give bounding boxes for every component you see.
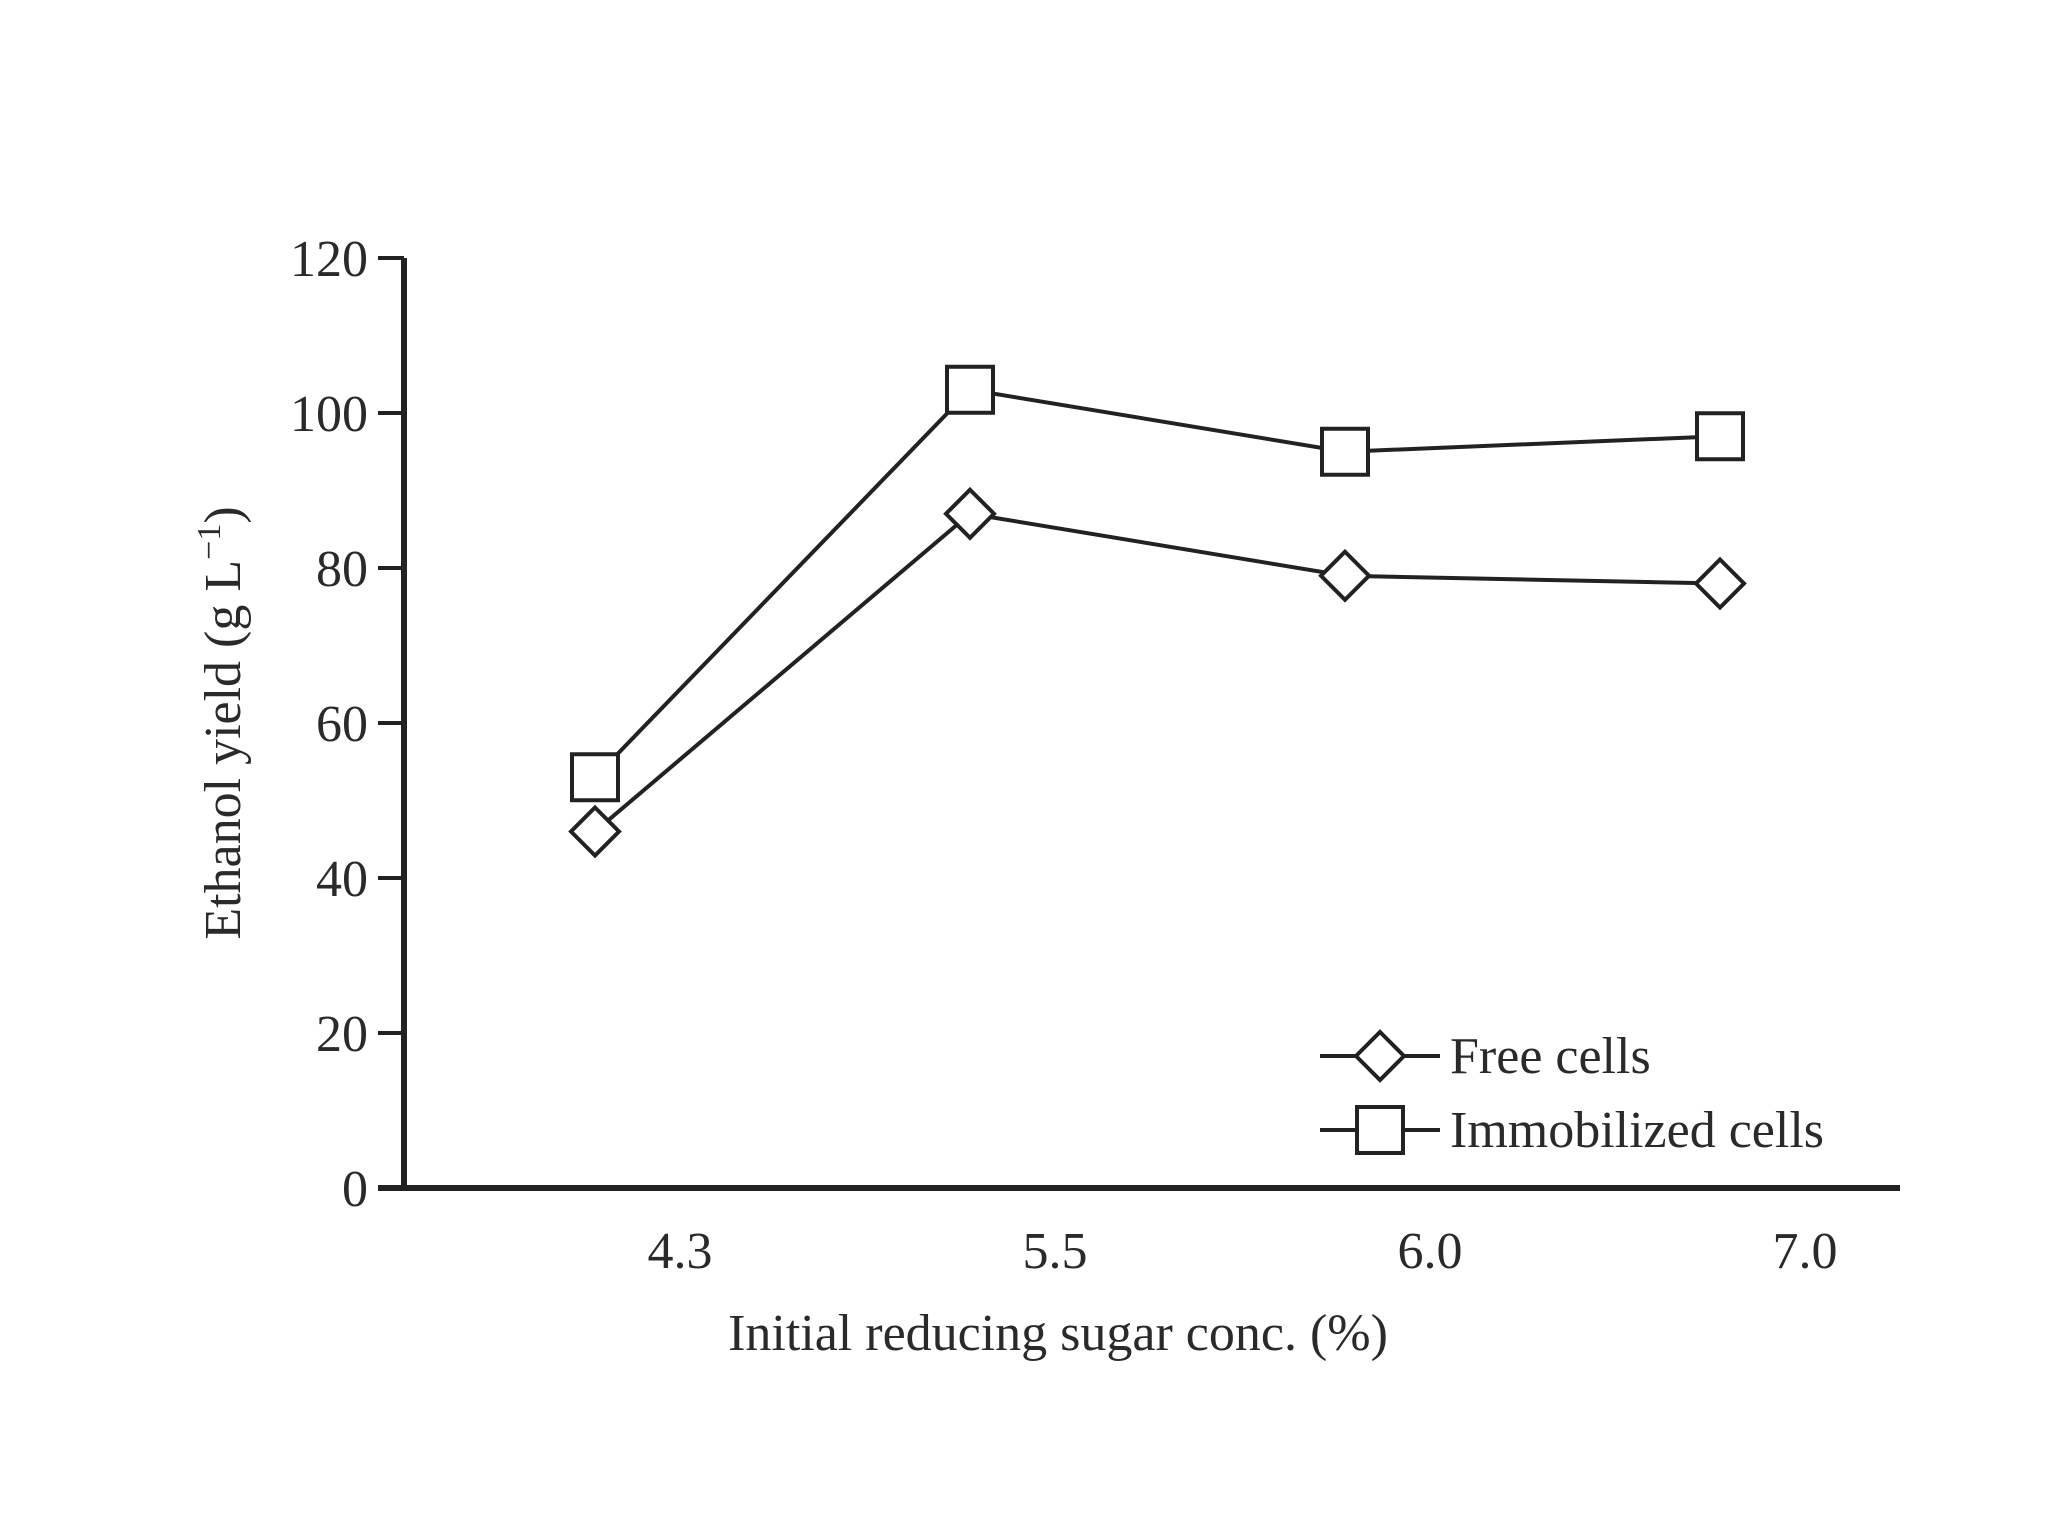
data-point-free-cells xyxy=(1318,548,1372,603)
x-tick-label: 5.5 xyxy=(1023,1223,1088,1280)
legend-item-free-cells: Free cells xyxy=(1320,1028,1651,1085)
series-layer xyxy=(568,364,1747,859)
y-axis-title-superscript: −1 xyxy=(191,524,228,560)
x-tick-label: 6.0 xyxy=(1398,1223,1463,1280)
legend-marker-diamond-icon xyxy=(1353,1029,1407,1083)
data-point-free-cells xyxy=(1693,556,1747,611)
legend: Free cells Immobilized cells xyxy=(1320,1028,1824,1159)
data-point-immobilized-cells xyxy=(1695,411,1745,462)
legend-marker-square-icon xyxy=(1355,1105,1405,1155)
y-tick-label: 20 xyxy=(316,1006,368,1063)
y-tick-label: 60 xyxy=(316,696,368,753)
data-point-immobilized-cells xyxy=(945,364,995,415)
y-axis-title-main: Ethanol yield (g L xyxy=(195,560,252,940)
data-point-immobilized-cells xyxy=(570,752,620,803)
x-tick-label: 4.3 xyxy=(648,1223,713,1280)
y-tick-label: 120 xyxy=(290,231,368,288)
legend-item-immobilized-cells: Immobilized cells xyxy=(1320,1102,1824,1159)
x-axis-title: Initial reducing sugar conc. (%) xyxy=(728,1305,1388,1362)
data-point-immobilized-cells xyxy=(1320,426,1370,477)
legend-label-free-cells: Free cells xyxy=(1450,1028,1651,1085)
y-axis-title-close: ) xyxy=(195,506,252,523)
svg-text:Ethanol yield (g L−1): Ethanol yield (g L−1) xyxy=(191,506,252,939)
y-tick-label: 100 xyxy=(290,386,368,443)
x-tick-label: 7.0 xyxy=(1773,1223,1838,1280)
series-line-free-cells xyxy=(593,511,1721,834)
y-ticks: 0 20 40 60 80 100 120 xyxy=(290,231,404,1218)
legend-label-immobilized-cells: Immobilized cells xyxy=(1450,1102,1824,1159)
y-tick-label: 80 xyxy=(316,541,368,598)
y-tick-label: 0 xyxy=(342,1161,368,1218)
x-ticks: 4.3 5.5 6.0 7.0 xyxy=(648,1223,1838,1280)
series-line-immobilized-cells xyxy=(593,387,1721,779)
data-point-free-cells xyxy=(568,804,622,859)
y-tick-label: 40 xyxy=(316,851,368,908)
data-point-free-cells xyxy=(943,486,997,541)
y-axis-title: Ethanol yield (g L−1) xyxy=(191,506,252,939)
